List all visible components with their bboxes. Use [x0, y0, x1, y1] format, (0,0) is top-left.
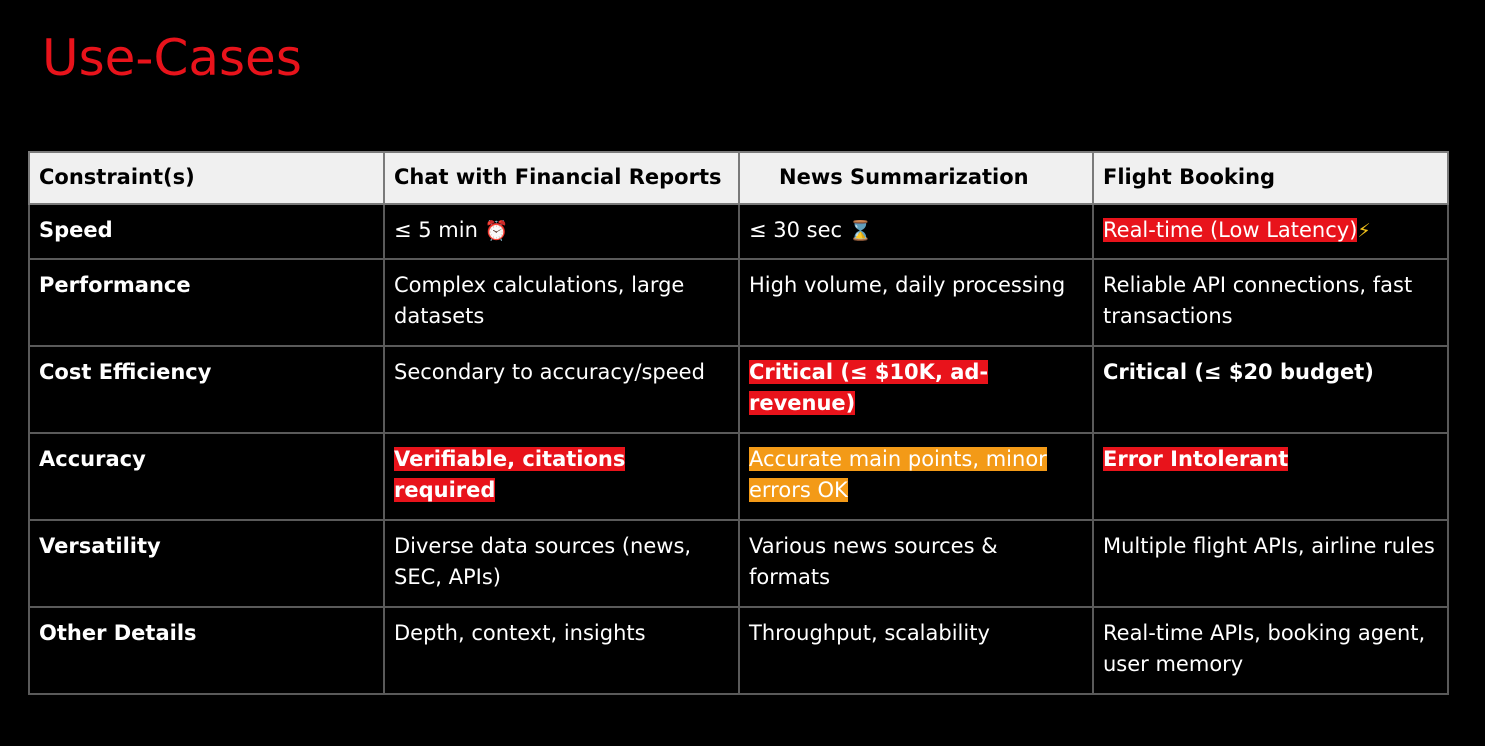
cell-other-financial: Depth, context, insights	[383, 606, 740, 695]
lightning-icon: ⚡	[1357, 220, 1371, 242]
table-row-other-details: Other Details Depth, context, insights T…	[28, 606, 1449, 695]
cell-text-highlighted: Error Intolerant	[1103, 447, 1289, 471]
row-label-versatility: Versatility	[28, 519, 385, 608]
use-cases-table: Constraint(s) Chat with Financial Report…	[28, 151, 1449, 695]
cell-cost-flight: Critical (≤ $20 budget)	[1092, 345, 1449, 434]
cell-accuracy-financial: Verifiable, citations required	[383, 432, 740, 521]
row-label-other-details: Other Details	[28, 606, 385, 695]
row-label-speed: Speed	[28, 203, 385, 260]
header-constraints: Constraint(s)	[28, 151, 385, 205]
row-label-cost-efficiency: Cost Efficiency	[28, 345, 385, 434]
cell-speed-financial: ≤ 5 min ⏰	[383, 203, 740, 260]
cell-text-highlighted: Real-time (Low Latency)	[1103, 218, 1358, 242]
hourglass-icon: ⌛	[848, 220, 873, 242]
row-label-accuracy: Accuracy	[28, 432, 385, 521]
table-row-versatility: Versatility Diverse data sources (news, …	[28, 519, 1449, 608]
cell-text: ≤ 5 min	[394, 218, 478, 242]
table-row-accuracy: Accuracy Verifiable, citations required …	[28, 432, 1449, 521]
cell-speed-flight: Real-time (Low Latency)⚡	[1092, 203, 1449, 260]
row-label-performance: Performance	[28, 258, 385, 347]
table-row-cost-efficiency: Cost Efficiency Secondary to accuracy/sp…	[28, 345, 1449, 434]
cell-versatility-flight: Multiple flight APIs, airline rules	[1092, 519, 1449, 608]
cell-performance-news: High volume, daily processing	[738, 258, 1094, 347]
header-news-summarization: News Summarization	[738, 151, 1094, 205]
cell-performance-financial: Complex calculations, large datasets	[383, 258, 740, 347]
header-flight-booking: Flight Booking	[1092, 151, 1449, 205]
table-row-performance: Performance Complex calculations, large …	[28, 258, 1449, 347]
cell-text: ≤ 30 sec	[749, 218, 843, 242]
cell-versatility-news: Various news sources & formats	[738, 519, 1094, 608]
cell-text-highlighted: Verifiable, citations required	[394, 447, 626, 502]
cell-speed-news: ≤ 30 sec ⌛	[738, 203, 1094, 260]
cell-cost-news: Critical (≤ $10K, ad-revenue)	[738, 345, 1094, 434]
cell-text-highlighted: Accurate main points, minor errors OK	[749, 447, 1047, 502]
header-chat-financial-reports: Chat with Financial Reports	[383, 151, 740, 205]
slide-title: Use-Cases	[42, 29, 302, 87]
cell-versatility-financial: Diverse data sources (news, SEC, APIs)	[383, 519, 740, 608]
cell-cost-financial: Secondary to accuracy/speed	[383, 345, 740, 434]
cell-text-highlighted: Critical (≤ $10K, ad-revenue)	[749, 360, 989, 415]
cell-accuracy-flight: Error Intolerant	[1092, 432, 1449, 521]
cell-accuracy-news: Accurate main points, minor errors OK	[738, 432, 1094, 521]
alarm-clock-icon: ⏰	[484, 220, 509, 242]
cell-other-news: Throughput, scalability	[738, 606, 1094, 695]
table-row-speed: Speed ≤ 5 min ⏰ ≤ 30 sec ⌛ Real-time (Lo…	[28, 203, 1449, 260]
cell-performance-flight: Reliable API connections, fast transacti…	[1092, 258, 1449, 347]
cell-other-flight: Real-time APIs, booking agent, user memo…	[1092, 606, 1449, 695]
table-header-row: Constraint(s) Chat with Financial Report…	[28, 151, 1449, 205]
